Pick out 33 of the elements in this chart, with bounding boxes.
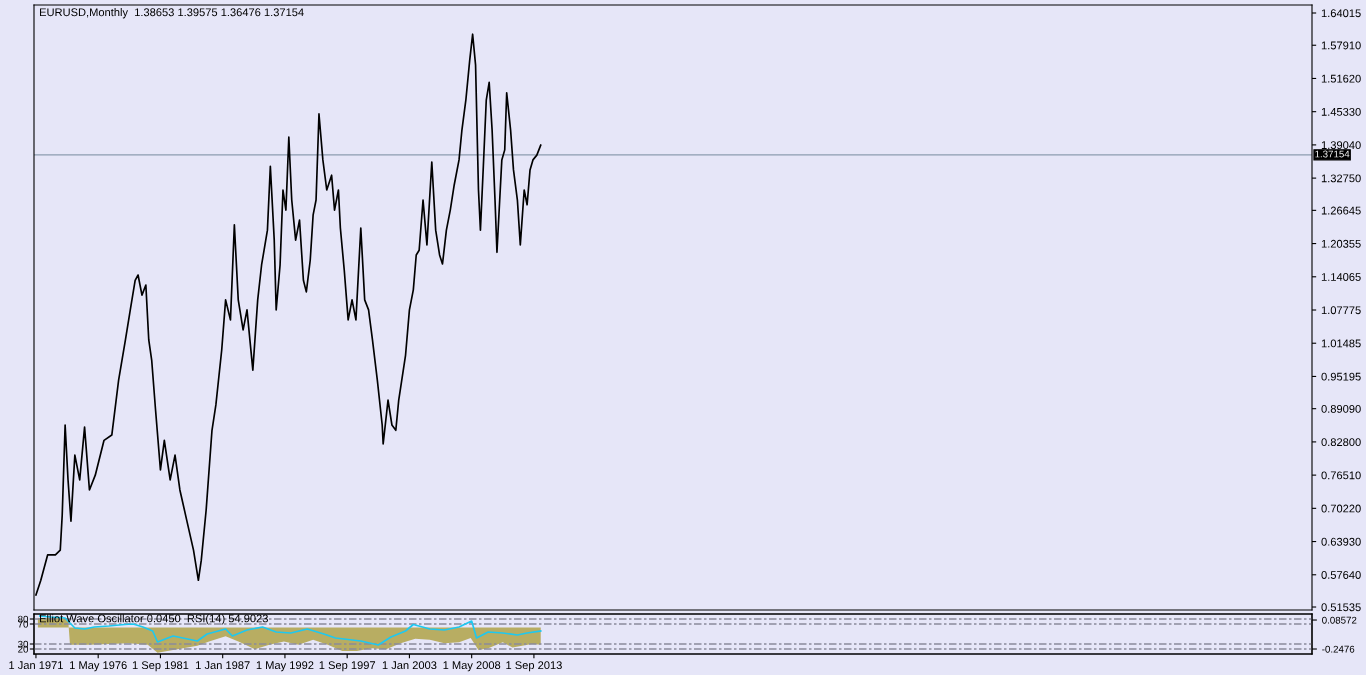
y-tick-label: 0.63930 — [1321, 537, 1361, 546]
y-tick-label: 1.57910 — [1321, 41, 1361, 50]
x-tick-label: 1 May 1976 — [70, 661, 127, 672]
x-tick-label: 1 Jan 2003 — [382, 661, 437, 670]
y-tick-label: 1.39040 — [1321, 141, 1361, 150]
y-tick-label: 1.32750 — [1321, 174, 1361, 183]
x-tick-label: 1 Sep 1997 — [319, 661, 376, 672]
y-tick-label: 0.76510 — [1321, 471, 1361, 480]
x-tick-label: 1 May 2008 — [443, 661, 501, 672]
y-tick-label: 1.64015 — [1321, 9, 1361, 18]
y-tick-label: 0.95195 — [1321, 372, 1361, 381]
y-tick-label: 1.51620 — [1321, 74, 1361, 83]
y-tick-label: 1.14065 — [1321, 273, 1361, 281]
y-tick-label: 0.82800 — [1321, 438, 1361, 447]
chart-title: EURUSD,Monthly 1.38653 1.39575 1.36476 1.37154 — [40, 8, 304, 19]
x-tick-label: 1 Sep 1981 — [132, 661, 189, 672]
x-tick-label: 1 Jan 1971 — [9, 661, 63, 670]
y2-tick-label: -0.2476 — [1322, 645, 1355, 653]
y-tick-label: 0.70220 — [1321, 504, 1361, 513]
y-tick-label: 0.57640 — [1321, 571, 1361, 579]
y-tick-label: 1.20355 — [1321, 239, 1361, 248]
x-tick-label: 1 Sep 2013 — [506, 661, 562, 672]
y-tick-label: 1.01485 — [1321, 339, 1361, 348]
y2-tick-label: 0.08572 — [1322, 616, 1357, 624]
y-tick-label: 0.51535 — [1321, 603, 1361, 612]
line-series — [39, 615, 542, 646]
ref-line-label: 1.37154 — [1315, 150, 1350, 158]
y-tick-label: 0.89090 — [1321, 404, 1361, 413]
y-tick-label: 1.07775 — [1321, 306, 1361, 315]
y-tick-label: 1.45330 — [1321, 107, 1361, 116]
x-tick-label: 1 Jan 1987 — [196, 661, 250, 670]
y-tick-label: 1.26645 — [1321, 206, 1361, 215]
x-tick-label: 1 May 1992 — [256, 661, 314, 672]
